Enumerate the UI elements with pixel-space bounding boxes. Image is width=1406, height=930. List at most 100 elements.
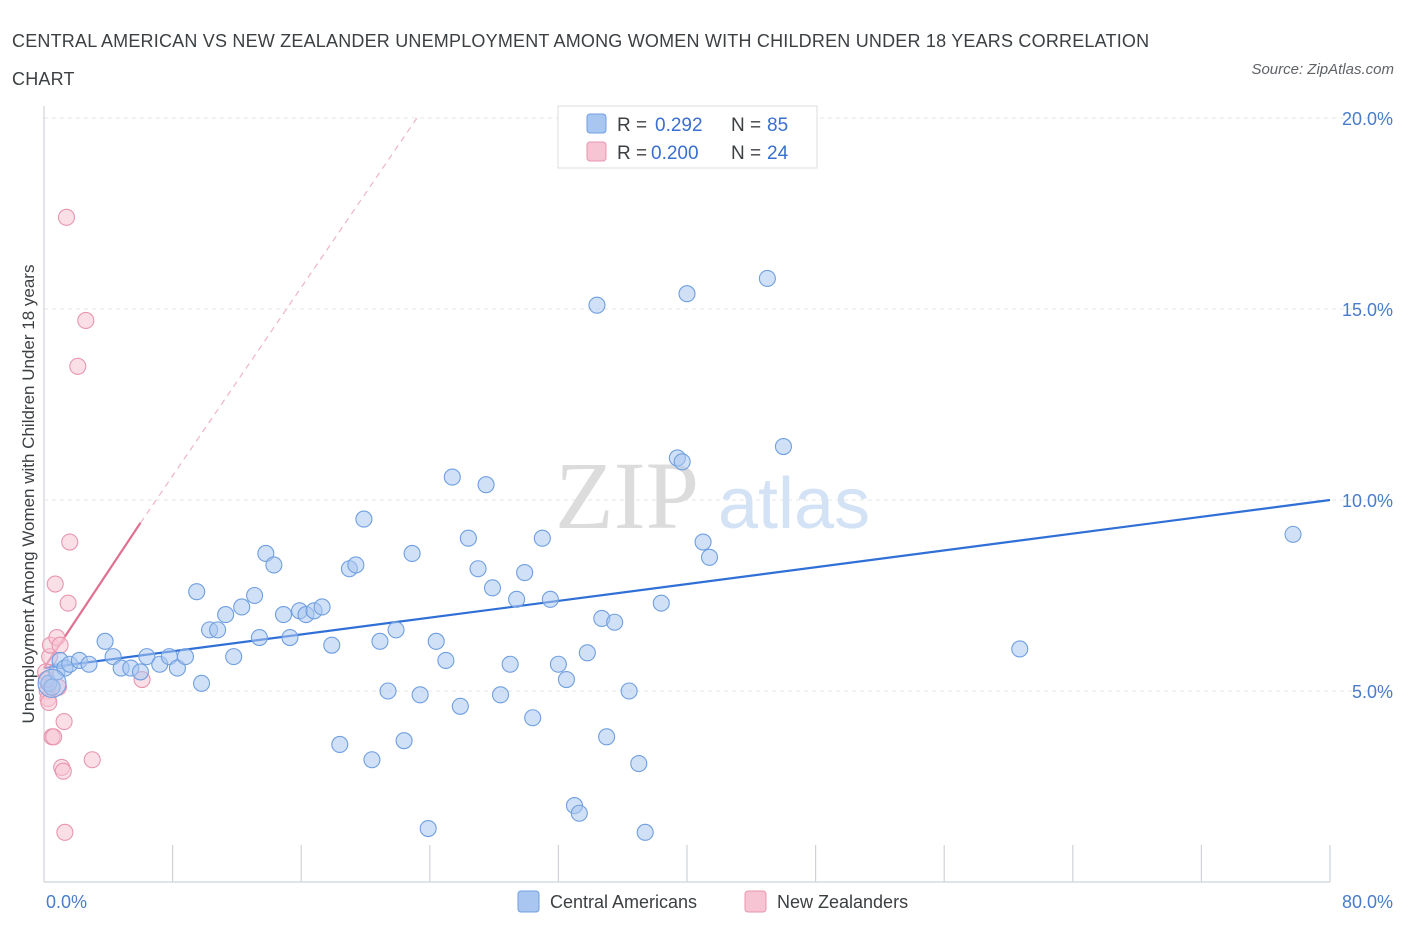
data-point-central-americans [192,674,211,692]
data-point-central-americans [588,296,606,314]
data-point-central-americans [225,648,243,666]
data-point-central-americans [246,586,264,605]
data-point-central-americans [217,606,235,624]
data-point-central-americans [80,655,98,673]
legend-n-label: N = [731,143,761,164]
legend-n-value: 85 [767,115,788,136]
data-point-new-zealanders [45,728,63,746]
legend-r-label: R = [617,115,647,136]
data-point-central-americans [419,819,437,838]
data-point-central-americans [281,628,299,647]
data-point-central-americans [606,613,624,631]
data-point-central-americans [379,682,397,700]
data-point-central-americans [176,648,195,666]
data-point-central-americans [188,583,206,601]
data-point-central-americans [469,560,487,578]
data-point-central-americans [477,476,495,494]
source-label: Source: ZipAtlas.com [1251,61,1394,78]
data-point-central-americans [37,668,67,698]
data-point-central-americans [491,686,510,704]
data-point-central-americans [443,468,461,486]
legend-r-value: 0.292 [655,115,703,136]
y-tick-label: 10.0% [1342,491,1393,511]
data-point-central-americans [533,529,551,547]
data-point-central-americans [363,751,381,769]
data-point-central-americans [501,655,519,673]
watermark: ZIP atlas [555,442,870,549]
data-point-central-americans [673,453,691,471]
data-point-new-zealanders [77,311,95,330]
data-point-central-americans [694,533,712,551]
trend-line-new-zealanders-extended [139,117,418,524]
data-point-central-americans [774,437,793,456]
data-point-central-americans [758,269,776,287]
data-point-new-zealanders [54,762,72,780]
chart-title: CENTRAL AMERICAN VS NEW ZEALANDER UNEMPL… [12,31,1150,89]
data-point-central-americans [1011,640,1029,658]
data-point-central-americans [138,648,156,666]
data-point-central-americans [541,590,559,608]
x-tick-label-max: 80.0% [1342,892,1393,912]
y-tick-label: 5.0% [1352,682,1393,702]
x-tick-label-min: 0.0% [46,892,87,912]
data-point-central-americans [347,556,365,574]
legend-n-label: N = [731,115,761,136]
data-point-central-americans [411,686,429,704]
data-point-central-americans [387,621,405,639]
data-point-central-americans [1284,525,1302,543]
data-point-central-americans [483,579,502,597]
data-point-central-americans [459,529,477,547]
data-point-central-americans [620,682,638,700]
legend-n-value: 24 [767,143,789,164]
points-new-zealanders [37,208,151,841]
data-point-central-americans [233,598,251,616]
legend-swatch-new-zealanders [586,141,607,162]
data-point-central-americans [427,632,445,650]
data-point-central-americans [265,556,283,574]
data-point-central-americans [403,544,421,563]
y-tick-label: 20.0% [1342,109,1393,129]
data-point-central-americans [524,709,542,727]
data-point-central-americans [96,632,114,650]
bottom-legend: Central Americans New Zealanders [517,890,908,913]
trend-lines [43,117,1331,670]
y-tick-label: 15.0% [1342,300,1393,320]
data-point-new-zealanders [59,594,77,612]
data-point-central-americans [508,590,526,608]
data-point-central-americans [636,823,654,841]
data-point-central-americans [131,663,149,681]
data-point-central-americans [43,678,61,696]
data-point-new-zealanders [83,751,101,769]
data-point-central-americans [630,755,648,773]
data-point-central-americans [578,644,596,662]
data-point-central-americans [323,636,341,654]
data-point-central-americans [700,548,719,566]
y-axis-label: Unemployment Among Women with Children U… [19,265,38,724]
data-point-central-americans [437,651,455,669]
data-point-new-zealanders [56,823,74,841]
data-point-central-americans [395,732,413,750]
legend: R = 0.292 N = 85 R = 0.200 N = 24 [557,105,818,169]
data-point-central-americans [557,670,575,689]
data-point-central-americans [570,804,588,822]
legend-r-value: 0.200 [651,143,699,164]
data-point-new-zealanders [51,636,69,654]
bottom-legend-swatch-new-zealanders [744,890,767,913]
data-point-new-zealanders [61,533,79,551]
x-ticks [172,845,1331,882]
data-point-central-americans [274,606,293,624]
data-point-central-americans [678,285,696,303]
data-point-central-americans [209,621,227,639]
data-point-central-americans [371,632,389,650]
data-point-central-americans [250,628,268,647]
data-point-central-americans [355,510,373,528]
data-point-central-americans [516,564,534,582]
data-point-central-americans [598,728,616,746]
bottom-legend-label-new-zealanders: New Zealanders [777,892,908,912]
data-point-new-zealanders [69,357,87,375]
legend-r-label: R = [617,143,647,164]
watermark-atlas: atlas [718,464,870,544]
data-point-central-americans [451,697,469,715]
y-tick-labels: 5.0% 10.0% 15.0% 20.0% [1342,109,1393,702]
